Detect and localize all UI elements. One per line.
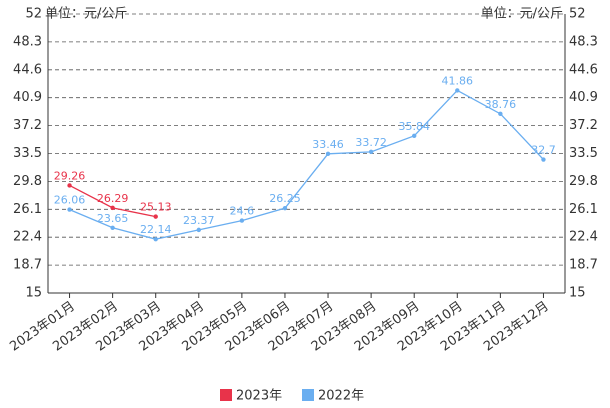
value-label: 22.14 [140,223,172,236]
point [368,149,374,155]
y-tick-label: 37.2 [13,118,42,133]
y-tick-label: 48.3 [13,34,42,49]
y-tick-label: 22.4 [13,230,42,245]
y2-tick-label: 26.1 [569,202,598,217]
y-tick-label: 18.7 [13,258,42,273]
y2-tick-label: 29.8 [569,174,598,189]
value-label: 29.26 [54,169,86,182]
point [282,205,288,211]
y-tick-label: 52 [25,7,42,22]
y-axis-label: 单位：元/公斤 [45,7,127,22]
point [541,157,546,162]
point [67,183,72,188]
y-tick-label: 26.1 [13,202,42,217]
point [196,227,201,233]
point [153,236,158,242]
value-label: 38.76 [485,98,517,111]
point [110,205,115,211]
y-tick-label: 15 [25,286,42,301]
value-label: 35.84 [398,120,430,133]
y2-tick-label: 44.6 [569,62,598,77]
legend-swatch [302,389,314,401]
y2-tick-label: 22.4 [569,230,598,245]
value-label: 26.29 [97,192,129,205]
y2-tick-label: 40.9 [569,90,598,105]
point [67,207,72,212]
value-label: 25.13 [140,201,172,214]
series-line [69,89,544,240]
y2-tick-label: 48.3 [569,34,598,49]
point [110,225,115,230]
value-label: 26.25 [269,192,301,205]
value-label: 33.46 [312,138,344,151]
legend-label: 2022年 [318,389,364,404]
y-tick-label: 40.9 [13,90,42,105]
value-label: 32.7 [531,144,556,157]
y-tick-label: 44.6 [13,62,42,77]
y2-tick-label: 37.2 [569,118,598,133]
point [498,111,503,117]
point [153,214,158,219]
value-label: 24.6 [230,205,255,218]
y2-tick-label: 33.5 [569,146,598,161]
point [412,133,417,139]
y2-tick-label: 52 [569,7,586,22]
point [455,88,460,93]
value-label: 23.37 [183,214,215,227]
y2-axis-label: 单位：元/公斤 [481,7,563,22]
y2-tick-label: 15 [569,286,586,301]
y-tick-label: 33.5 [13,146,42,161]
value-label: 33.72 [355,136,387,149]
legend-swatch [220,389,232,401]
y-tick-label: 29.8 [13,174,42,189]
point [239,218,245,223]
point [325,151,331,157]
value-label: 26.06 [54,194,86,207]
value-label: 23.65 [97,212,129,225]
legend-label: 2023年 [236,389,282,404]
y2-tick-label: 18.7 [569,258,598,273]
value-label: 41.86 [442,74,474,87]
